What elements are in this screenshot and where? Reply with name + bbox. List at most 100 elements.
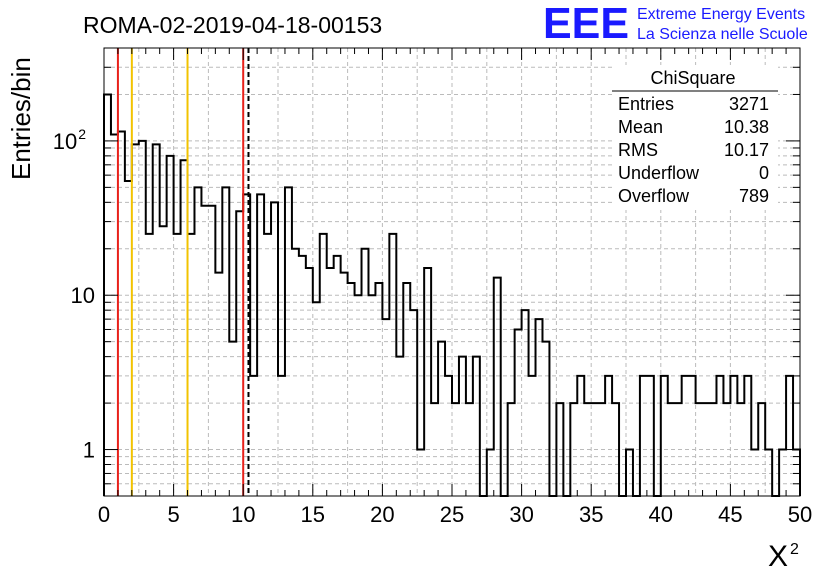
stats-box-background (612, 65, 778, 210)
histogram-bin (355, 295, 362, 496)
x-tick-label: 45 (718, 502, 742, 527)
histogram-bin (257, 194, 264, 496)
x-axis-label-superscript: 2 (790, 541, 799, 558)
histogram-bin (487, 450, 494, 496)
histogram-bin (758, 403, 765, 496)
logo-mark: EEE (543, 0, 629, 48)
y-tick-label-base: 1 (83, 438, 95, 463)
histogram-bin (250, 376, 257, 496)
histogram-bin (278, 376, 285, 496)
histogram-bin (229, 342, 236, 496)
y-tick-label-base: 10 (53, 129, 77, 154)
histogram-bin (222, 187, 229, 496)
histogram-bin (723, 403, 730, 496)
histogram-bin (542, 342, 549, 496)
histogram-bin (125, 181, 132, 496)
histogram-bin (208, 206, 215, 496)
histogram-bin (362, 249, 369, 496)
y-tick-label-base: 10 (71, 283, 95, 308)
stats-value-underflow: 0 (759, 163, 769, 183)
histogram-outline (103, 93, 801, 497)
histogram-bin (306, 268, 313, 496)
histogram-bin (473, 357, 480, 496)
histogram-bin (765, 450, 772, 496)
histogram-bin (160, 226, 167, 496)
histogram-bin (675, 403, 682, 496)
histogram-bin (786, 376, 793, 496)
x-tick-label: 40 (649, 502, 673, 527)
histogram-bin (647, 376, 654, 496)
eee-logo: EEE Extreme Energy Events La Scienza nel… (543, 0, 808, 48)
histogram-bin (153, 144, 160, 496)
histogram-bin (556, 403, 563, 496)
histogram-bin (737, 403, 744, 496)
histogram-bin (327, 268, 334, 496)
stats-value-entries: 3271 (729, 94, 769, 114)
x-tick-label: 35 (579, 502, 603, 527)
histogram-bin (445, 376, 452, 496)
stats-label-entries: Entries (618, 94, 674, 114)
x-tick-label: 5 (167, 502, 179, 527)
x-tick-label: 10 (231, 502, 255, 527)
histogram-bin (424, 268, 431, 496)
histogram-bin (682, 376, 689, 496)
histogram-bin (494, 278, 501, 496)
histogram-bin (696, 403, 703, 496)
histogram-bin (591, 403, 598, 496)
histogram-bin (529, 376, 536, 496)
histogram-bin (174, 234, 181, 496)
histogram-bin (403, 283, 410, 496)
histogram-bin (111, 135, 118, 496)
histogram-bin (215, 273, 222, 496)
histogram-bin (146, 234, 153, 496)
histogram-bin (201, 206, 208, 496)
chart-title: ROMA-02-2019-04-18-00153 (83, 12, 382, 38)
stats-value-mean: 10.38 (724, 117, 769, 137)
histogram-bin (341, 273, 348, 496)
histogram-bin (368, 295, 375, 496)
histogram-bin (396, 357, 403, 496)
histogram-bin (689, 376, 696, 496)
x-axis-label-base: X (768, 540, 788, 572)
histogram-bin (626, 450, 633, 496)
histogram-bin (188, 234, 195, 496)
x-tick-label: 50 (788, 502, 812, 527)
histogram-bin (132, 144, 139, 496)
histogram-bin (382, 319, 389, 496)
stats-label-underflow: Underflow (618, 163, 700, 183)
y-tick-label-superscript: 2 (78, 126, 86, 142)
histogram-bin (570, 403, 577, 496)
histogram-bin (348, 283, 355, 496)
x-tick-label: 20 (370, 502, 394, 527)
histogram-bin (459, 357, 466, 496)
histogram-bin (598, 403, 605, 496)
y-tick-label: 102 (53, 126, 86, 154)
logo-line-2: La Scienza nelle Scuole (637, 26, 808, 43)
histogram-bin (417, 450, 424, 496)
histogram (103, 93, 801, 497)
histogram-bin (299, 256, 306, 496)
histogram-bin (751, 450, 758, 496)
stats-label-overflow: Overflow (618, 186, 690, 206)
histogram-bin (522, 310, 529, 496)
stats-value-overflow: 789 (739, 186, 769, 206)
stats-box-title: ChiSquare (650, 68, 735, 88)
histogram-bin (181, 160, 188, 496)
reference-lines (116, 48, 250, 496)
histogram-bin (236, 211, 243, 496)
histogram-bin (584, 403, 591, 496)
histogram-bin (668, 403, 675, 496)
stats-label-mean: Mean (618, 117, 663, 137)
histogram-bin (271, 202, 278, 496)
x-tick-label: 0 (98, 502, 110, 527)
histogram-bin (577, 376, 584, 496)
histogram-bin (264, 234, 271, 496)
x-tick-label: 30 (509, 502, 533, 527)
histogram-bin (285, 187, 292, 496)
histogram-bin (452, 403, 459, 496)
histogram-bin (779, 450, 786, 496)
